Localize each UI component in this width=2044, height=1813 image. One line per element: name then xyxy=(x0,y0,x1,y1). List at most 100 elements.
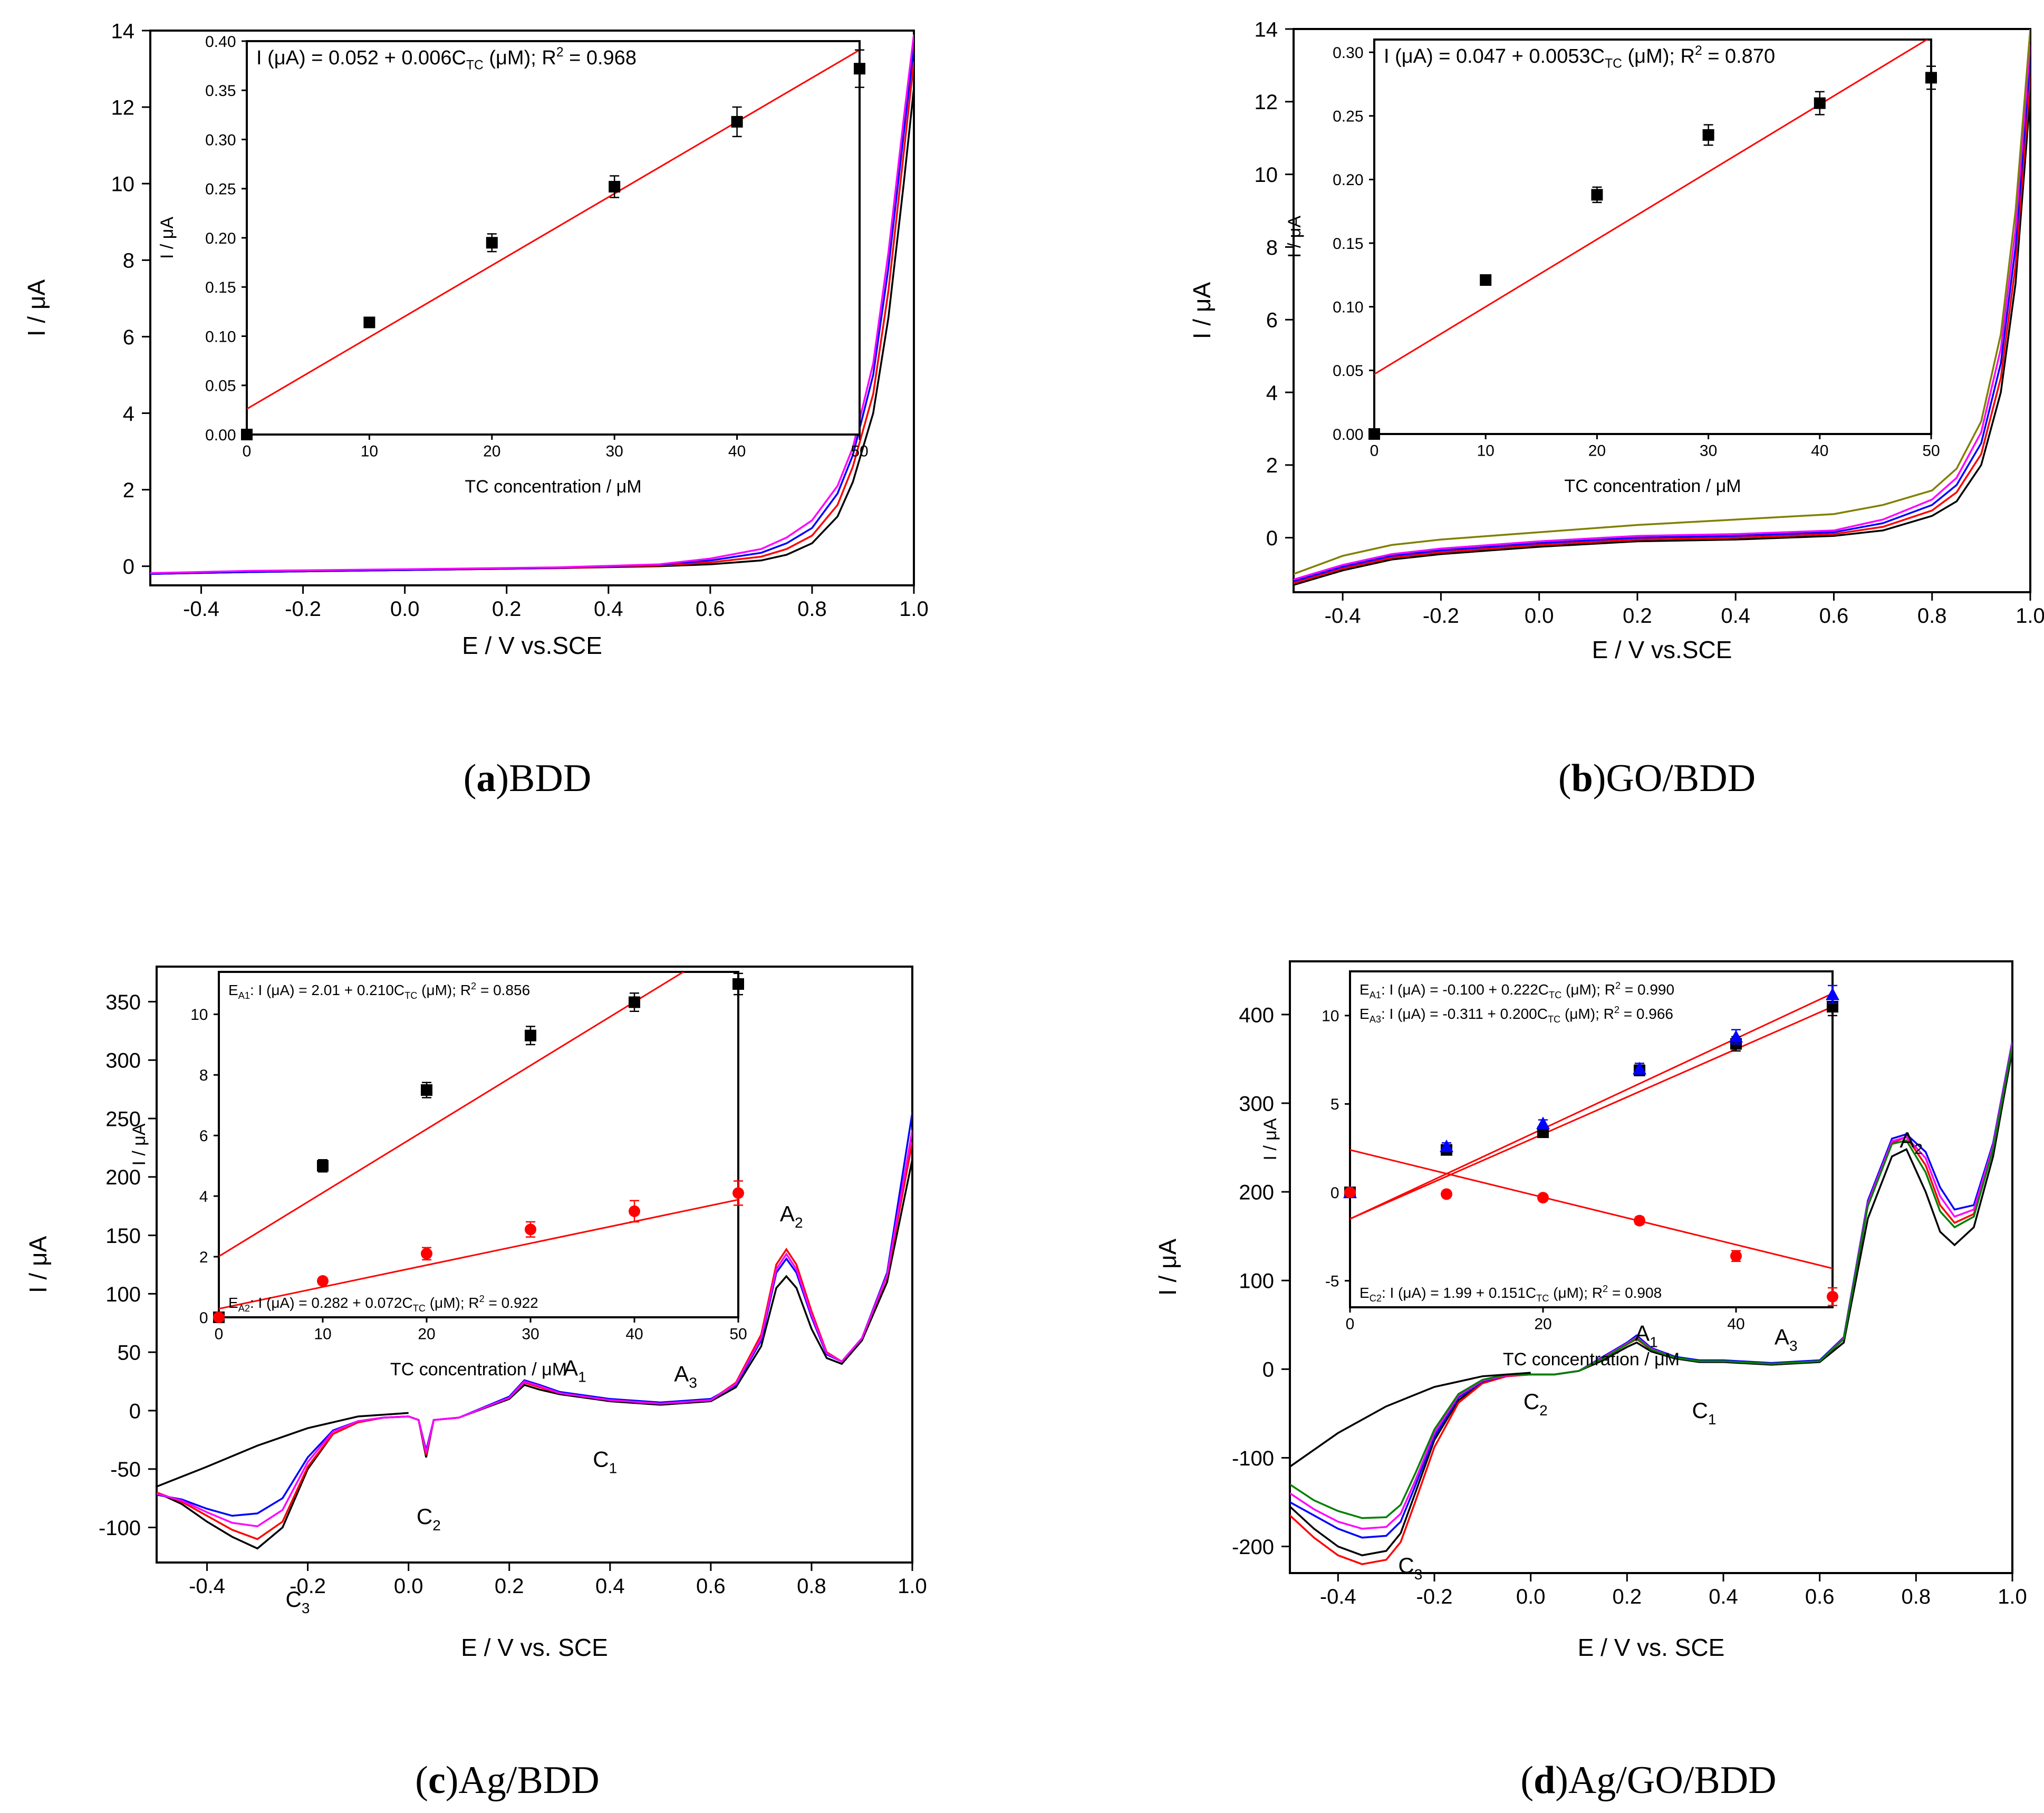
plot-frame xyxy=(149,30,915,586)
data-point xyxy=(525,1029,536,1041)
y-tick-label: 10 xyxy=(1322,1008,1339,1025)
y-tick-label: 5 xyxy=(1330,1096,1339,1113)
x-tick-label: 0.6 xyxy=(696,597,725,621)
chart-panel-c: -0.4 -0.2 0.0 0.2 0.4 0.6 0.8 1.0-100-500501001… xyxy=(24,966,927,1802)
peak-label: A2 xyxy=(1900,1127,1923,1157)
data-point xyxy=(629,996,640,1008)
x-tick-label: 30 xyxy=(522,1326,539,1343)
inset-y-axis-label: I / μA xyxy=(1285,216,1305,258)
data-point xyxy=(732,978,744,990)
x-tick-label: 20 xyxy=(1588,442,1606,460)
y-tick-label: 0 xyxy=(1266,527,1278,550)
x-tick-label: 0.6 xyxy=(696,1575,726,1598)
panel-caption: (d)Ag/GO/BDD xyxy=(1520,1759,1776,1802)
y-tick-label: 0.00 xyxy=(205,427,236,444)
y-tick-label: 0.00 xyxy=(1333,426,1363,443)
y-tick-label: 0.20 xyxy=(205,230,236,247)
peak-label: C2 xyxy=(1524,1389,1548,1419)
x-tick-label: 10 xyxy=(314,1326,331,1343)
x-tick-label: 40 xyxy=(728,443,746,460)
peak-label: A1 xyxy=(1635,1321,1658,1351)
x-tick-label: 0.4 xyxy=(594,597,623,621)
x-tick-label: 40 xyxy=(1811,442,1828,460)
y-tick-label: -5 xyxy=(1325,1273,1339,1290)
fit-equation: I (μA) = 0.052 + 0.006CTC (μM); R2 = 0.9… xyxy=(256,45,637,73)
panel-caption: (a)BDD xyxy=(464,757,592,800)
y-tick-label: 14 xyxy=(1255,18,1278,41)
y-tick-label: 0.25 xyxy=(1333,108,1363,126)
data-point xyxy=(1633,1062,1646,1075)
series-line xyxy=(1294,29,2030,575)
y-tick-label: 2 xyxy=(123,479,134,502)
data-point xyxy=(1729,1030,1743,1043)
inset-y-axis-label: I / μA xyxy=(129,1123,149,1165)
y-tick-label: 0.10 xyxy=(205,328,236,345)
x-tick-label: 0.2 xyxy=(1613,1585,1642,1608)
data-point xyxy=(731,115,743,128)
x-tick-label: -0.4 xyxy=(1320,1585,1356,1608)
peak-label: A3 xyxy=(1775,1324,1798,1354)
x-tick-label: 0 xyxy=(1346,1316,1355,1333)
data-point xyxy=(1440,1139,1453,1152)
chart-panel-d: -0.4 -0.2 0.0 0.2 0.4 0.6 0.8 1.0-200-100010020… xyxy=(1154,960,2027,1802)
y-axis-label: I / μA xyxy=(24,1236,52,1294)
y-axis-label: I / μA xyxy=(1154,1239,1181,1296)
x-tick-label: 0.8 xyxy=(1902,1585,1931,1608)
y-tick-label: 100 xyxy=(1239,1270,1274,1293)
y-tick-label: 400 xyxy=(1239,1004,1274,1027)
data-point xyxy=(1537,1192,1549,1204)
fit-line xyxy=(1350,992,1833,1220)
x-tick-label: 40 xyxy=(1727,1316,1744,1333)
fit-equation: I (μA) = 0.047 + 0.0053CTC (μM); R2 = 0.… xyxy=(1384,44,1775,71)
x-axis-label: E / V vs. SCE xyxy=(461,1634,608,1661)
fit-line xyxy=(247,49,860,410)
data-point xyxy=(1368,428,1380,440)
inset-y-axis-label: I / μA xyxy=(1260,1118,1280,1160)
peak-label: C3 xyxy=(286,1587,310,1616)
x-tick-label: -0.2 xyxy=(285,597,321,621)
series-line xyxy=(1294,57,2030,582)
fit-line xyxy=(1374,40,1929,375)
data-point xyxy=(1536,1116,1550,1130)
data-point xyxy=(1441,1188,1452,1200)
y-tick-label: 0 xyxy=(129,1400,141,1423)
fit-equation: EA3: I (μA) = -0.311 + 0.200CTC (μM); R2… xyxy=(1360,1005,1673,1025)
x-tick-label: 0.8 xyxy=(797,597,827,621)
series-line xyxy=(1290,1045,2012,1519)
y-tick-label: 10 xyxy=(1255,163,1278,187)
peak-label: C1 xyxy=(1692,1398,1717,1428)
chart-panel-b: -0.4 -0.2 0.0 0.2 0.4 0.6 0.8 1.0 0 2 4 6 8 10 12 14 E /… xyxy=(1188,18,2044,800)
series-line xyxy=(1294,43,2030,581)
x-tick-label: -0.2 xyxy=(1416,1585,1453,1608)
fit-equation: EA1: I (μA) = -0.100 + 0.222CTC (μM); R2… xyxy=(1360,980,1674,1000)
x-tick-label: 20 xyxy=(418,1326,435,1343)
inset-x-axis-label: TC concentration / μM xyxy=(1503,1349,1680,1370)
y-tick-label: 0 xyxy=(123,555,134,578)
fit-equation: EA2: I (μA) = 0.282 + 0.072CTC (μM); R2 … xyxy=(228,1294,538,1314)
data-point xyxy=(486,237,498,249)
series-line xyxy=(1290,1049,2012,1557)
y-axis-label: I / μA xyxy=(1188,282,1216,340)
y-tick-label: 6 xyxy=(1266,309,1278,332)
y-tick-label: 2 xyxy=(199,1249,208,1266)
y-tick-label: 0.05 xyxy=(1333,362,1363,380)
x-tick-label: 30 xyxy=(606,443,623,460)
data-point xyxy=(854,63,865,75)
x-tick-label: 20 xyxy=(483,443,500,460)
series-line xyxy=(150,34,914,574)
data-point xyxy=(629,1205,640,1217)
y-tick-label: 4 xyxy=(1266,381,1278,404)
peak-label: A3 xyxy=(674,1362,697,1391)
x-tick-label: 50 xyxy=(1922,442,1940,460)
data-point xyxy=(732,1187,744,1199)
y-tick-label: 0 xyxy=(1330,1184,1339,1202)
y-tick-label: 0 xyxy=(1262,1358,1274,1382)
x-tick-label: 30 xyxy=(1700,442,1717,460)
x-tick-label: 0.4 xyxy=(1709,1585,1738,1608)
y-tick-label: 250 xyxy=(105,1107,141,1131)
data-point xyxy=(213,1311,225,1323)
y-tick-label: 6 xyxy=(123,326,134,349)
x-tick-label: 0 xyxy=(215,1326,224,1343)
x-tick-label: 0.2 xyxy=(495,1575,524,1598)
y-tick-label: 350 xyxy=(105,991,141,1014)
